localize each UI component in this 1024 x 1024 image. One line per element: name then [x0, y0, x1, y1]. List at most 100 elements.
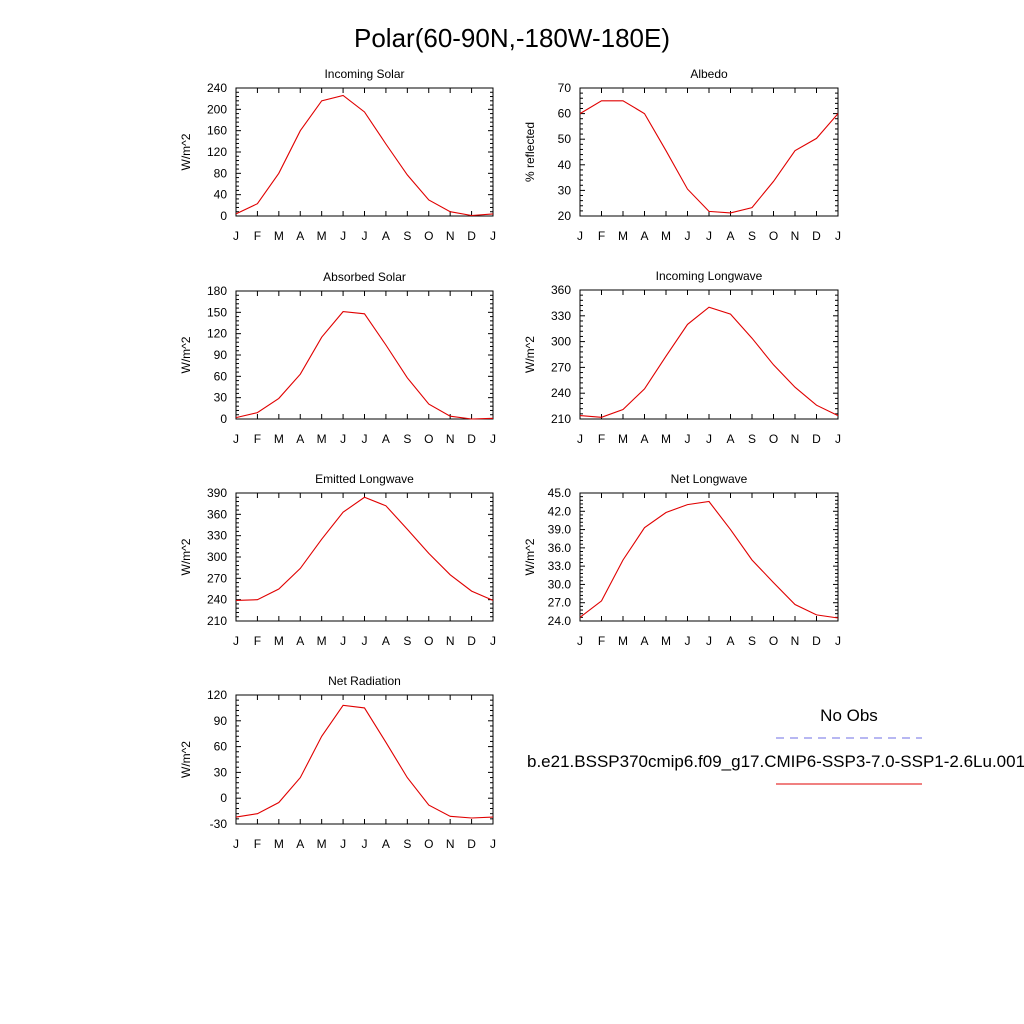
incoming-solar-xtick-label: J: [490, 229, 496, 243]
incoming-solar-ytick-label: 80: [214, 166, 228, 180]
emitted-longwave-ytick-label: 330: [207, 529, 227, 543]
incoming-solar-title: Incoming Solar: [324, 67, 404, 81]
incoming-solar-xtick-label: O: [424, 229, 433, 243]
incoming-solar-xtick-label: J: [233, 229, 239, 243]
net-radiation-ytick-label: 0: [220, 791, 227, 805]
absorbed-solar-xtick-label: O: [424, 432, 433, 446]
net-longwave-ytick-label: 36.0: [548, 541, 572, 555]
net-longwave-plot-frame: [579, 492, 839, 622]
net-radiation-ytick-label: 90: [214, 714, 228, 728]
net-longwave-ytick-label: 45.0: [548, 486, 572, 500]
incoming-longwave-series-line: [579, 306, 839, 418]
incoming-solar-xtick-label: F: [254, 229, 261, 243]
net-radiation-xtick-label: J: [233, 837, 239, 851]
net-longwave-xtick-label: A: [726, 634, 734, 648]
net-longwave-ytick-label: 30.0: [548, 577, 572, 591]
emitted-longwave-xtick-label: O: [424, 634, 433, 648]
emitted-longwave-ytick-label: 360: [207, 507, 227, 521]
net-longwave-ylabel: W/m^2: [523, 538, 537, 575]
albedo-ytick-label: 60: [558, 107, 572, 121]
net-longwave-ticks: [579, 492, 839, 622]
incoming-longwave-xtick-label: M: [618, 432, 628, 446]
incoming-solar-xtick-label: A: [382, 229, 390, 243]
incoming-longwave-ytick-label: 330: [551, 309, 571, 323]
emitted-longwave-xtick-label: F: [254, 634, 261, 648]
net-longwave-xtick-label: A: [640, 634, 648, 648]
incoming-solar-series-line: [235, 94, 494, 217]
net-radiation-ytick-label: 120: [207, 688, 227, 702]
emitted-longwave-xtick-label: S: [403, 634, 411, 648]
incoming-longwave-xtick-label: F: [598, 432, 605, 446]
emitted-longwave-xtick-label: A: [296, 634, 304, 648]
net-longwave-xtick-label: O: [769, 634, 778, 648]
net-longwave-ytick-label: 24.0: [548, 614, 572, 628]
albedo-title: Albedo: [690, 67, 728, 81]
absorbed-solar-xtick-label: S: [403, 432, 411, 446]
absorbed-solar-xtick-label: J: [233, 432, 239, 446]
absorbed-solar-xtick-label: J: [362, 432, 368, 446]
incoming-solar-ytick-label: 40: [214, 188, 228, 202]
net-radiation-xtick-label: J: [490, 837, 496, 851]
albedo-xtick-label: N: [791, 229, 800, 243]
emitted-longwave-xtick-label: D: [467, 634, 476, 648]
emitted-longwave-xtick-label: J: [362, 634, 368, 648]
incoming-longwave-xtick-label: M: [661, 432, 671, 446]
incoming-longwave-xtick-label: J: [577, 432, 583, 446]
net-longwave-xtick-label: M: [618, 634, 628, 648]
incoming-solar-xtick-label: A: [296, 229, 304, 243]
albedo-ticks: [579, 87, 839, 217]
net-longwave-xtick-label: S: [748, 634, 756, 648]
incoming-longwave-ytick-label: 300: [551, 335, 571, 349]
incoming-longwave-xtick-label: N: [791, 432, 800, 446]
emitted-longwave-xtick-label: J: [340, 634, 346, 648]
incoming-longwave-xtick-label: A: [726, 432, 734, 446]
incoming-solar-ticks: [235, 87, 494, 217]
incoming-solar-xtick-label: J: [362, 229, 368, 243]
net-radiation-xtick-label: N: [446, 837, 455, 851]
incoming-longwave-ylabel: W/m^2: [523, 336, 537, 373]
emitted-longwave-xtick-label: J: [233, 634, 239, 648]
legend-obs-label: No Obs: [820, 706, 878, 725]
net-longwave-xtick-label: F: [598, 634, 605, 648]
incoming-longwave-ytick-label: 210: [551, 412, 571, 426]
net-radiation-ytick-label: 60: [214, 740, 228, 754]
incoming-longwave-xtick-label: D: [812, 432, 821, 446]
absorbed-solar-ylabel: W/m^2: [179, 336, 193, 373]
absorbed-solar-ytick-label: 180: [207, 284, 227, 298]
net-radiation-xtick-label: J: [362, 837, 368, 851]
incoming-solar-xtick-label: D: [467, 229, 476, 243]
emitted-longwave-ylabel: W/m^2: [179, 538, 193, 575]
net-longwave-ytick-label: 42.0: [548, 504, 572, 518]
incoming-longwave-xtick-label: J: [706, 432, 712, 446]
incoming-longwave-ytick-label: 270: [551, 360, 571, 374]
albedo-xtick-label: S: [748, 229, 756, 243]
albedo-xtick-label: M: [661, 229, 671, 243]
net-radiation-series-line: [235, 704, 494, 819]
emitted-longwave-xtick-label: M: [317, 634, 327, 648]
net-longwave-xtick-label: M: [661, 634, 671, 648]
incoming-longwave-plot-frame: [579, 289, 839, 420]
incoming-solar-xtick-label: M: [274, 229, 284, 243]
incoming-longwave-xtick-label: S: [748, 432, 756, 446]
net-longwave-ytick-label: 39.0: [548, 523, 572, 537]
net-radiation-xtick-label: S: [403, 837, 411, 851]
incoming-solar-xtick-label: J: [340, 229, 346, 243]
absorbed-solar-ytick-label: 0: [220, 412, 227, 426]
absorbed-solar-xtick-label: J: [490, 432, 496, 446]
absorbed-solar-title: Absorbed Solar: [323, 270, 406, 284]
incoming-solar-xtick-label: N: [446, 229, 455, 243]
incoming-solar-ytick-label: 0: [220, 209, 227, 223]
net-longwave-xtick-label: J: [706, 634, 712, 648]
net-longwave-xtick-label: D: [812, 634, 821, 648]
albedo-ytick-label: 20: [558, 209, 572, 223]
albedo-xtick-label: D: [812, 229, 821, 243]
absorbed-solar-xtick-label: A: [296, 432, 304, 446]
albedo-ytick-label: 50: [558, 132, 572, 146]
legend-model-label: b.e21.BSSP370cmip6.f09_g17.CMIP6-SSP3-7.…: [527, 752, 1024, 771]
emitted-longwave-ytick-label: 300: [207, 550, 227, 564]
